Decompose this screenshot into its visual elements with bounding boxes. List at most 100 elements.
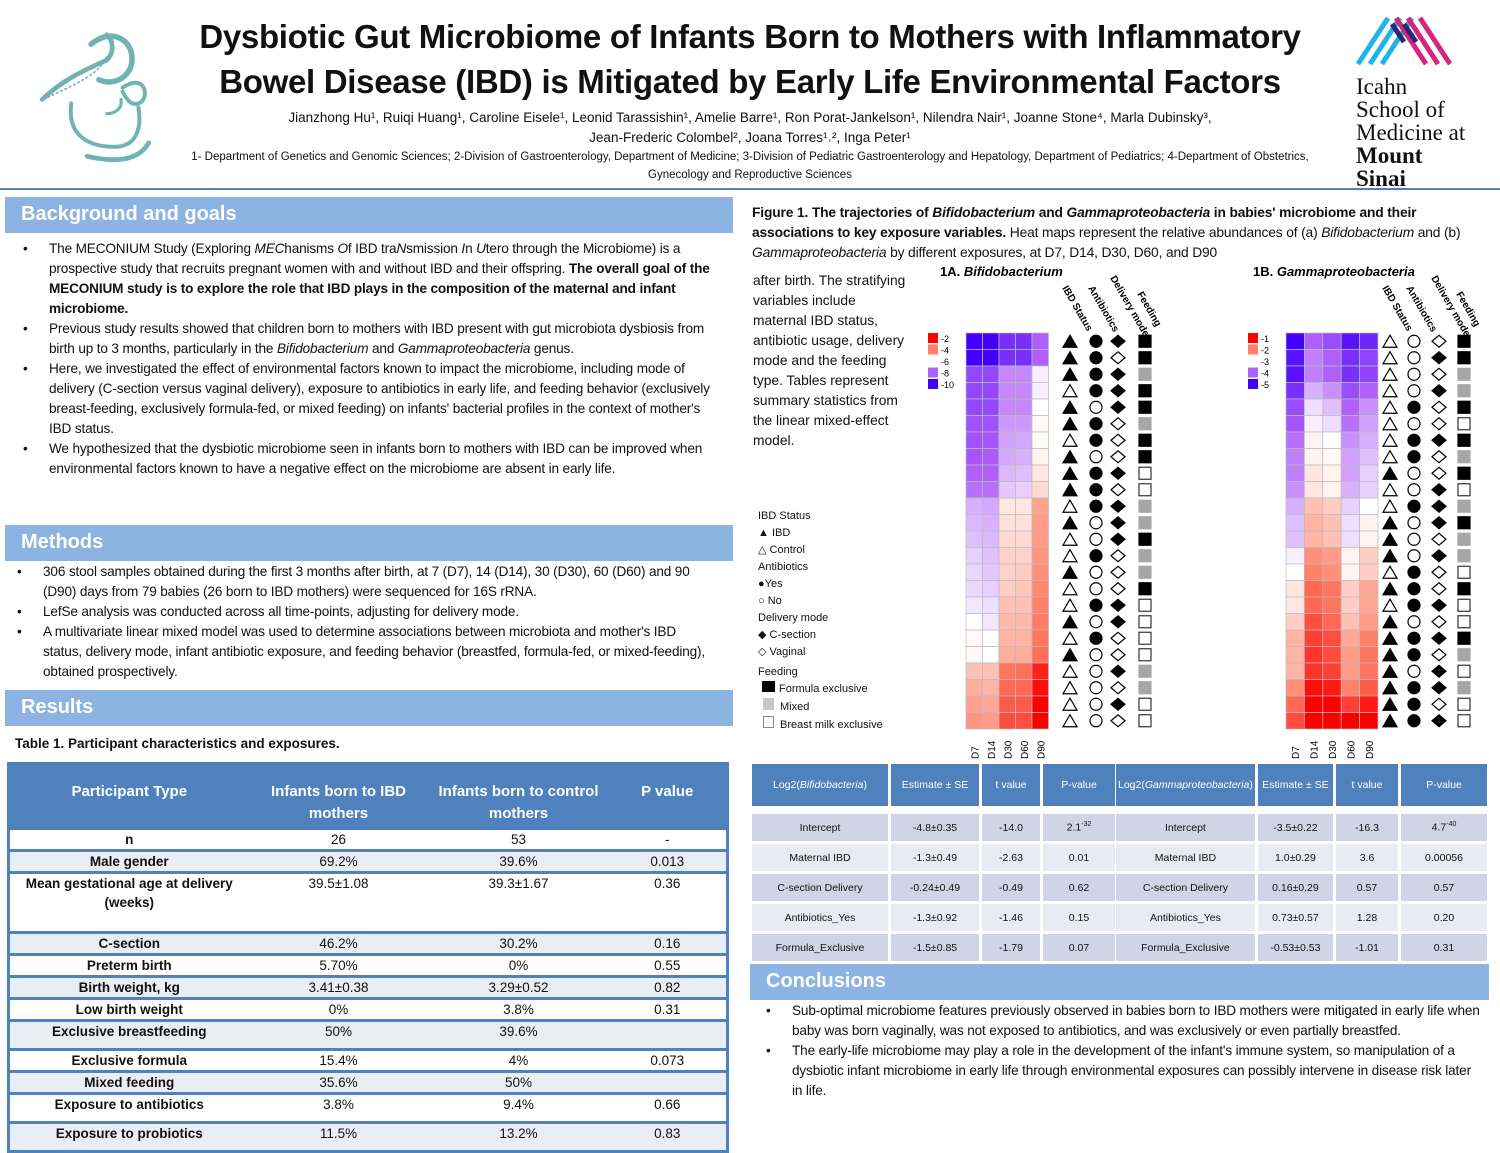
control-triangle-icon <box>1061 713 1079 728</box>
heatmap-cell <box>1285 497 1305 515</box>
control-triangle-icon <box>1061 664 1079 678</box>
heatmap-cell <box>1031 712 1049 730</box>
table-cell: 50% <box>248 1019 429 1050</box>
heatmap-cell <box>982 679 1000 697</box>
heatmap-cell <box>1285 646 1305 664</box>
table-cell: Mean gestational age at delivery (weeks) <box>8 871 249 933</box>
table-cell: Maternal IBD <box>752 844 888 871</box>
antibiotics-yes-icon <box>1407 400 1421 414</box>
table-cell: Intercept <box>1116 814 1255 841</box>
timepoint-label: D60 <box>1346 740 1357 759</box>
heatmap-cell <box>982 448 1000 466</box>
table-row: Low birth weight 0% 3.8% 0.31 <box>8 997 728 1021</box>
heatmap-cell <box>1031 481 1049 499</box>
heatmap-cell <box>1340 365 1360 383</box>
list-item: The early-life microbiome may play a rol… <box>750 1041 1480 1101</box>
table-row: Maternal IBD 1.0±0.29 3.6 0.00056 <box>1116 844 1487 871</box>
heatmap-cell <box>1322 481 1342 499</box>
legend-title: IBD Status <box>758 510 811 522</box>
antibiotics-yes-icon <box>1407 598 1421 612</box>
table-cell: Antibiotics_Yes <box>752 904 888 931</box>
ibd-triangle-icon <box>1061 334 1079 348</box>
heatmap-cell <box>1285 563 1305 581</box>
antibiotics-no-icon <box>1089 565 1103 579</box>
table-cell: 39.6% <box>428 849 609 873</box>
heatmap-cell <box>965 613 983 631</box>
feeding-square-icon <box>1138 450 1152 464</box>
heatmap-cell <box>1322 415 1342 433</box>
heatmap-cell <box>1031 365 1049 383</box>
heatmap-cell <box>1304 695 1324 713</box>
legend-title: Feeding <box>758 666 798 678</box>
feeding-square-icon <box>1457 615 1471 629</box>
table-cell: 0.55 <box>608 953 728 977</box>
heatmap-cell <box>998 662 1016 680</box>
vaginal-diamond-icon <box>1110 350 1126 365</box>
table-cell: 3.29±0.52 <box>428 975 609 999</box>
feeding-square-icon <box>1457 516 1471 530</box>
heatmap-cell <box>1304 415 1324 433</box>
table-cell: C-section Delivery <box>1116 874 1255 901</box>
heatmap-cell <box>1015 662 1033 680</box>
heatmap-cell <box>982 382 1000 400</box>
color-scale-label: -3 <box>1261 357 1269 367</box>
feeding-square-icon <box>1138 697 1152 711</box>
vaginal-diamond-icon <box>1431 416 1447 431</box>
heatmap-cell <box>998 712 1016 730</box>
heatmap-cell <box>1340 415 1360 433</box>
heatmap-cell <box>1285 596 1305 614</box>
antibiotics-yes-icon <box>1089 598 1103 612</box>
heatmap-cell <box>998 448 1016 466</box>
table-cell: 35.6% <box>248 1070 429 1094</box>
heatmap-cell <box>982 547 1000 565</box>
table-row: Male gender 69.2% 39.6% 0.013 <box>8 849 728 873</box>
legend-item-yes: ●Yes <box>758 578 783 590</box>
color-scale-swatch <box>928 379 938 389</box>
antibiotics-no-icon <box>1089 582 1103 596</box>
background-heading: Background and goals <box>5 197 733 233</box>
antibiotics-yes-icon <box>1089 499 1103 513</box>
gray-square-icon <box>763 698 774 710</box>
table-cell: 0.073 <box>608 1048 728 1072</box>
table-cell: 39.5±1.08 <box>248 871 429 933</box>
ibd-triangle-icon <box>1061 350 1079 365</box>
logo-text: School of <box>1356 97 1445 122</box>
heatmap-cell <box>1359 629 1379 647</box>
csection-diamond-icon <box>1431 433 1447 448</box>
participant-table: Participant Type Infants born to IBD mot… <box>7 762 729 1153</box>
vaginal-diamond-icon <box>1431 449 1447 464</box>
table-row: Formula_Exclusive -0.53±0.53 -1.01 0.31 <box>1116 934 1487 961</box>
vaginal-diamond-icon <box>1431 614 1447 629</box>
feeding-square-icon <box>1457 565 1471 579</box>
heatmap-cell <box>1015 514 1033 532</box>
antibiotics-yes-icon <box>1089 417 1103 431</box>
control-triangle-icon <box>1061 499 1079 513</box>
heatmap-cell <box>1359 349 1379 367</box>
heatmap-cell <box>1340 629 1360 647</box>
ibd-triangle-icon <box>1381 515 1399 530</box>
heatmap-cell <box>998 596 1016 614</box>
table-cell <box>608 1019 728 1050</box>
authors: Jianzhong Hu¹, Ruiqi Huang¹, Caroline Ei… <box>200 108 1300 148</box>
heatmap-cell <box>1031 596 1049 614</box>
feeding-square-icon <box>1138 433 1152 447</box>
table-cell: -16.3 <box>1336 814 1398 841</box>
table-cell: 0.15 <box>1043 904 1115 931</box>
table-cell: Formula_Exclusive <box>752 934 888 961</box>
heatmap-cell <box>1322 530 1342 548</box>
vaginal-diamond-icon <box>1110 433 1126 448</box>
heatmap-cell <box>998 365 1016 383</box>
mount-sinai-mark-icon <box>1355 16 1453 66</box>
feeding-square-icon <box>1457 664 1471 678</box>
heatmap-cell <box>1015 596 1033 614</box>
heatmap-gammaproteobacteria: 1B. Gammaproteobacteria -1 -2-3 -4-5 D7 D14 D3… <box>1248 264 1482 759</box>
heatmap-cell <box>998 415 1016 433</box>
antibiotics-yes-icon <box>1407 648 1421 662</box>
timepoint-label: D30 <box>1003 740 1014 759</box>
heatmap-cell <box>998 530 1016 548</box>
heatmap-cell <box>965 646 983 664</box>
antibiotics-no-icon <box>1407 664 1421 678</box>
control-triangle-icon <box>1061 383 1079 398</box>
csection-diamond-icon <box>1431 350 1447 365</box>
antibiotics-yes-icon <box>1089 384 1103 398</box>
